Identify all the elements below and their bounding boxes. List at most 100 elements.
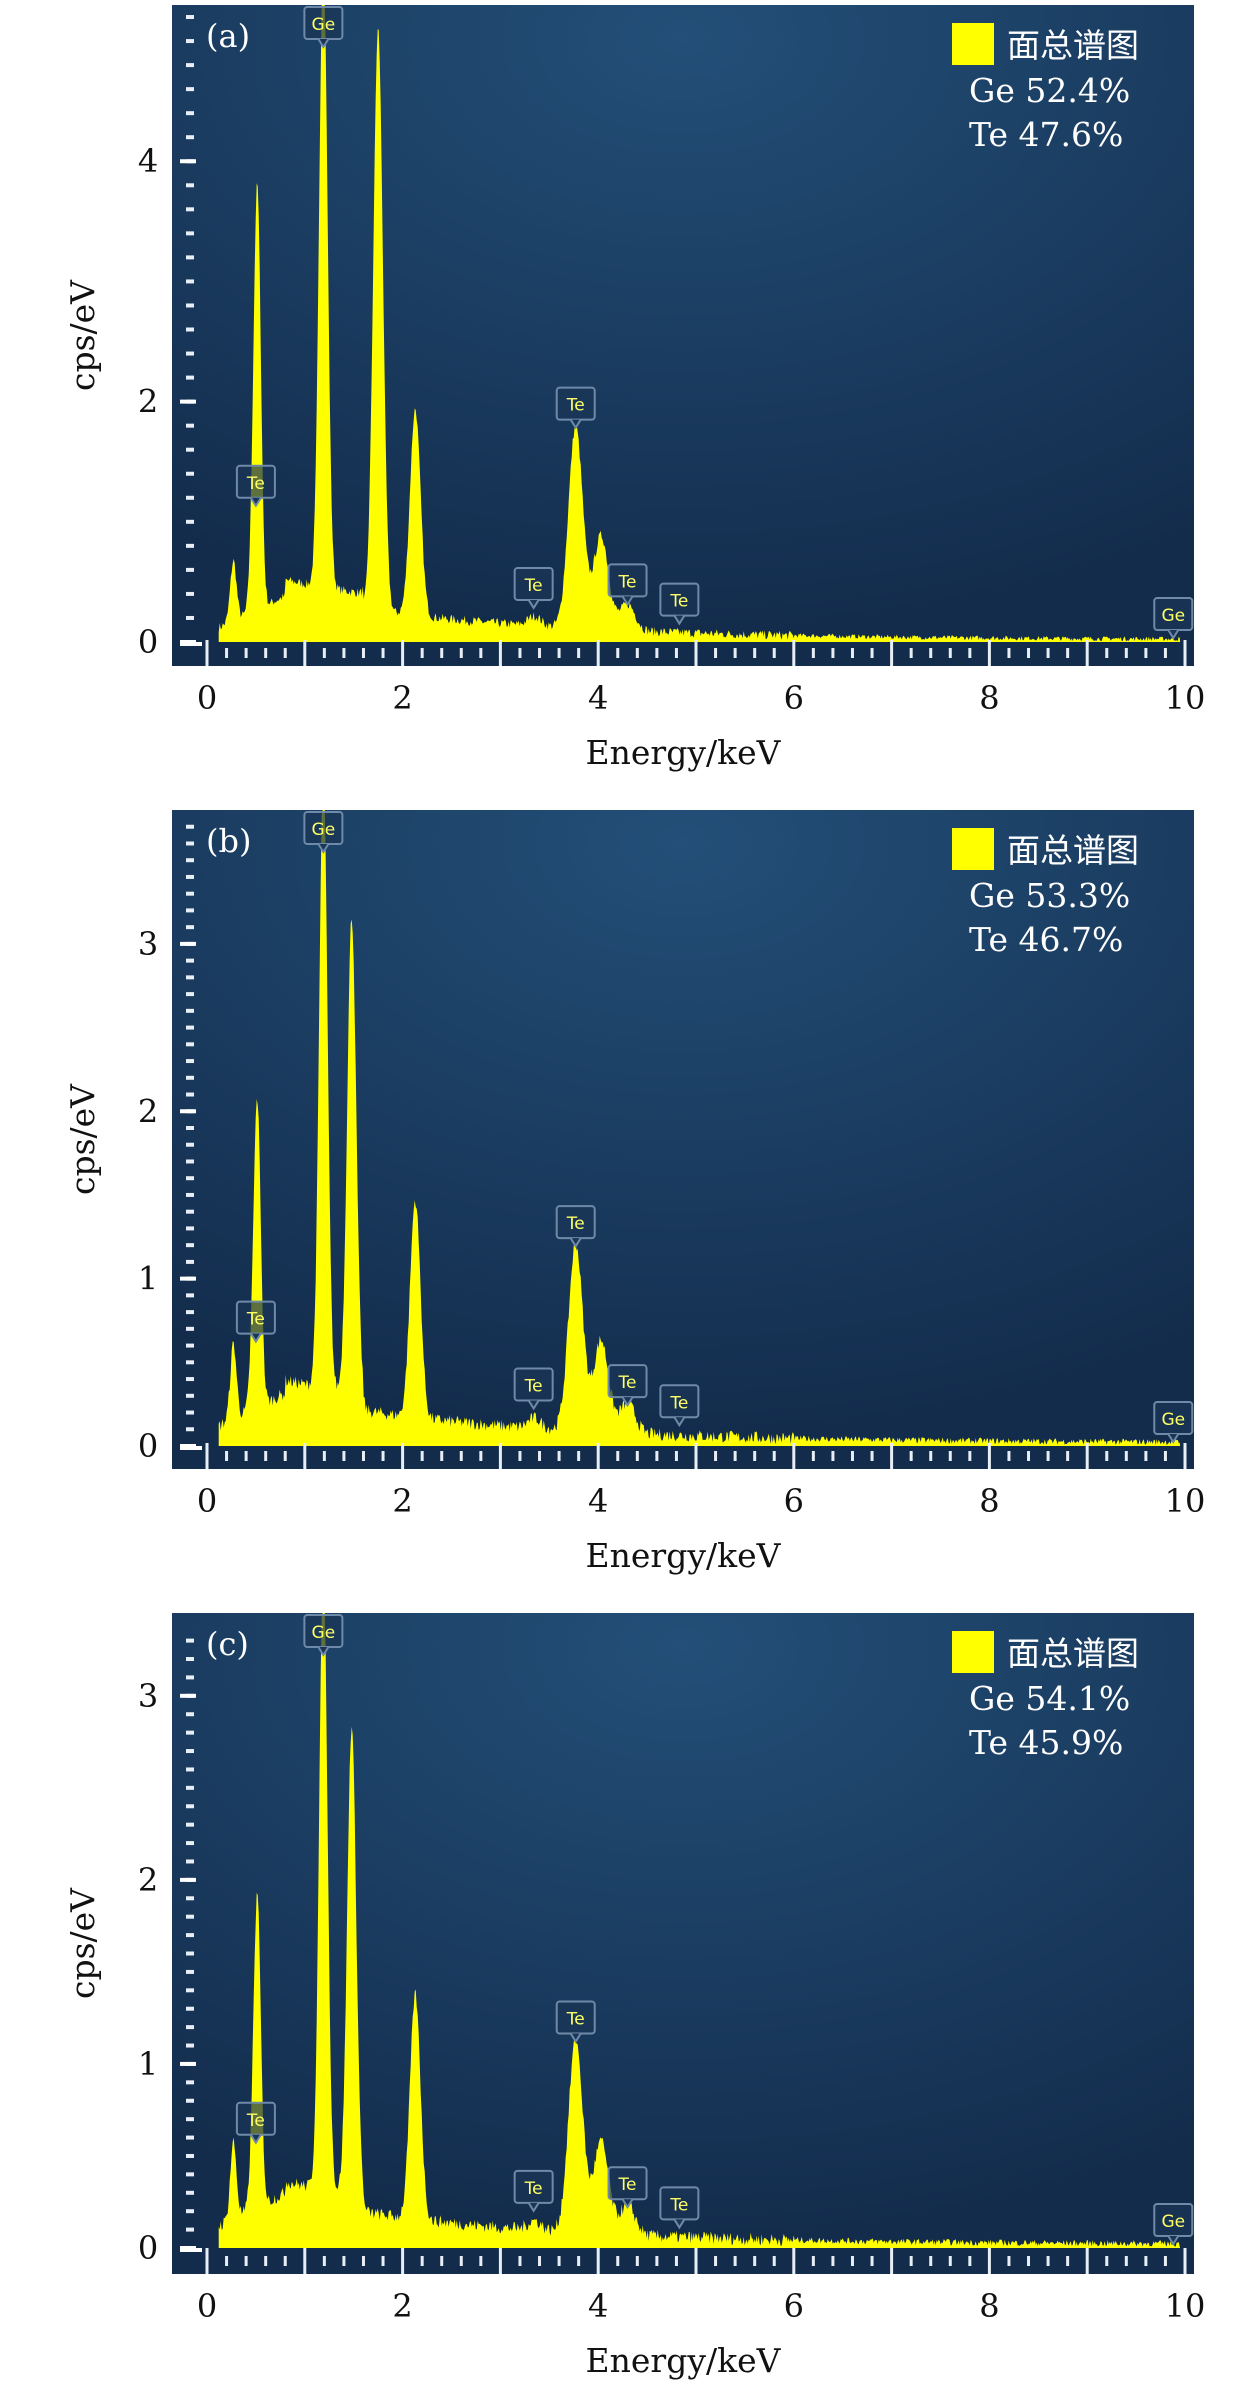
x-axis-title: Energy/keV — [586, 2341, 782, 2380]
marker-pointer — [250, 2134, 262, 2145]
element-marker-te: Te — [555, 386, 596, 430]
panel-label: (b) — [206, 822, 251, 860]
marker-pointer — [1167, 2235, 1180, 2246]
marker-pointer — [250, 497, 262, 508]
x-tick-label: 8 — [979, 679, 999, 717]
x-tick-label: 4 — [588, 2287, 608, 2325]
y-tick-label: 0 — [138, 1427, 158, 1465]
element-marker-ge: Ge — [1153, 2203, 1194, 2246]
marker-pointer — [569, 2033, 582, 2044]
marker-label: Te — [246, 2111, 265, 2131]
element-marker-te: Te — [235, 464, 276, 508]
marker-label: Ge — [312, 15, 336, 35]
legend-swatch — [952, 828, 994, 870]
marker-pointer — [673, 2218, 686, 2230]
y-tick-label: 3 — [138, 1677, 158, 1715]
marker-pointer — [250, 1333, 262, 1344]
x-tick-label: 6 — [784, 2287, 804, 2325]
marker-label: Te — [669, 1393, 688, 1413]
element-marker-ge: Ge — [303, 1614, 344, 1657]
x-axis-title: Energy/keV — [586, 733, 782, 772]
panel-label: (c) — [206, 1625, 249, 1663]
element-marker-te: Te — [607, 563, 648, 607]
x-tick-label: 2 — [392, 679, 412, 717]
marker-pointer — [317, 38, 330, 49]
x-tick-label: 8 — [979, 2287, 999, 2325]
marker-label: Te — [566, 2010, 585, 2030]
x-axis-title: Energy/keV — [586, 1536, 782, 1575]
y-tick-label: 2 — [138, 1092, 158, 1130]
plot-area — [172, 5, 1194, 666]
marker-pointer — [527, 1400, 540, 1411]
chart-panel-c: 0 1 2 3 0 2 4 6 8 10 Energy/keV cps/eV (c) 面总谱图 Ge 54.… — [63, 1613, 1205, 2380]
x-tick-label: 10 — [1165, 1482, 1206, 1520]
chart-panel-b: 0 1 2 3 0 2 4 6 8 10 Energy/keV cps/eV (b) 面总谱图 Ge 53.… — [63, 810, 1205, 1575]
marker-pointer — [1167, 1433, 1180, 1444]
y-tick-label: 1 — [138, 1260, 158, 1298]
composition-text: Te 46.7% — [969, 920, 1123, 959]
x-tick-label: 0 — [197, 679, 217, 717]
marker-label: Ge — [312, 820, 336, 840]
composition-text: Te 47.6% — [969, 115, 1123, 154]
marker-label: Te — [246, 1310, 265, 1330]
element-marker-ge: Ge — [303, 811, 344, 854]
y-tick-label: 3 — [138, 925, 158, 963]
x-tick-label: 0 — [197, 2287, 217, 2325]
y-axis-title: cps/eV — [63, 279, 102, 391]
chart-panel-a: 0 2 4 0 2 4 6 8 10 Energy/keV cps/eV (a) 面总谱图 Ge 52.4… — [63, 5, 1205, 772]
marker-label: Ge — [1161, 1410, 1185, 1430]
marker-pointer — [673, 1416, 686, 1428]
element-marker-te: Te — [659, 582, 700, 626]
marker-pointer — [1167, 629, 1180, 640]
composition-text: Ge 52.4% — [969, 71, 1130, 110]
element-marker-te: Te — [235, 2101, 276, 2145]
x-tick-label: 10 — [1165, 2287, 1206, 2325]
marker-pointer — [527, 2202, 540, 2213]
marker-label: Te — [524, 576, 543, 596]
marker-pointer — [569, 1237, 582, 1249]
composition-text: Te 45.9% — [969, 1723, 1123, 1762]
marker-label: Te — [566, 396, 585, 416]
element-marker-te: Te — [607, 2166, 648, 2210]
x-tick-label: 2 — [392, 1482, 412, 1520]
marker-pointer — [621, 2198, 634, 2210]
marker-pointer — [673, 615, 686, 626]
marker-pointer — [621, 595, 634, 607]
composition-text: Ge 53.3% — [969, 876, 1130, 915]
x-tick-label: 6 — [784, 679, 804, 717]
element-marker-ge: Ge — [303, 6, 344, 49]
marker-label: Te — [246, 474, 265, 494]
y-axis-title: cps/eV — [63, 1083, 102, 1195]
element-marker-te: Te — [555, 1205, 596, 1249]
x-tick-label: 4 — [588, 679, 608, 717]
panel-label: (a) — [206, 17, 250, 55]
marker-label: Ge — [312, 1623, 336, 1643]
x-tick-label: 6 — [784, 1482, 804, 1520]
marker-pointer — [317, 1646, 330, 1657]
composition-text: Ge 54.1% — [969, 1679, 1130, 1718]
element-marker-te: Te — [659, 2186, 700, 2230]
x-tick-label: 4 — [588, 1482, 608, 1520]
legend-swatch — [952, 1631, 994, 1673]
element-marker-te: Te — [513, 566, 554, 610]
marker-label: Te — [524, 2179, 543, 2199]
marker-label: Te — [669, 2195, 688, 2215]
marker-label: Te — [618, 2175, 637, 2195]
x-tick-label: 2 — [392, 2287, 412, 2325]
marker-label: Te — [669, 592, 688, 612]
marker-label: Ge — [1161, 2212, 1185, 2232]
y-tick-label: 4 — [138, 142, 158, 180]
marker-pointer — [621, 1396, 634, 1408]
spectrum-series — [218, 1613, 1181, 2248]
marker-pointer — [569, 419, 582, 430]
marker-label: Ge — [1161, 606, 1185, 626]
marker-label: Te — [524, 1377, 543, 1397]
marker-pointer — [317, 843, 330, 854]
y-tick-label: 1 — [138, 2045, 158, 2083]
element-marker-te: Te — [607, 1364, 648, 1408]
x-tick-label: 0 — [197, 1482, 217, 1520]
x-tick-label: 8 — [979, 1482, 999, 1520]
legend-label: 面总谱图 — [1007, 26, 1139, 65]
y-tick-label: 2 — [138, 1861, 158, 1899]
